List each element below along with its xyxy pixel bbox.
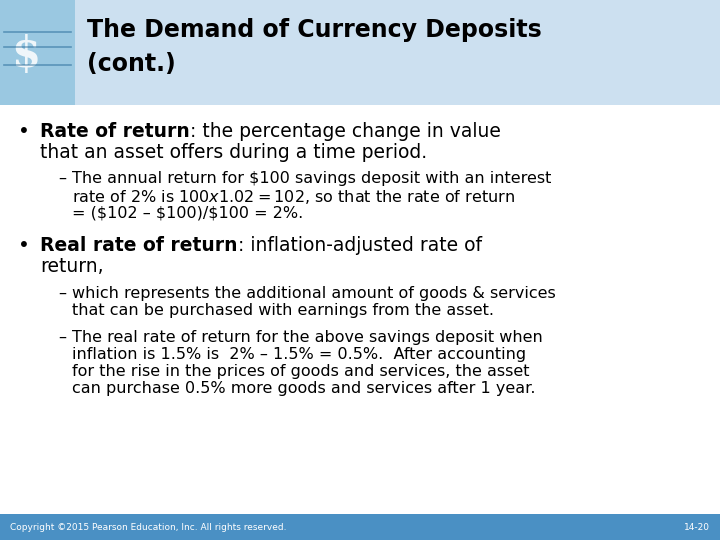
Text: that can be purchased with earnings from the asset.: that can be purchased with earnings from…: [72, 303, 494, 318]
Text: 14-20: 14-20: [684, 523, 710, 531]
Text: for the rise in the prices of goods and services, the asset: for the rise in the prices of goods and …: [72, 364, 529, 379]
Text: The real rate of return for the above savings deposit when: The real rate of return for the above sa…: [72, 330, 543, 345]
Text: –: –: [58, 286, 66, 301]
Text: return,: return,: [40, 257, 104, 276]
Text: –: –: [58, 171, 66, 186]
Text: (cont.): (cont.): [87, 52, 176, 76]
Text: –: –: [58, 330, 66, 345]
Text: $: $: [12, 33, 41, 76]
Text: The Demand of Currency Deposits: The Demand of Currency Deposits: [87, 18, 541, 42]
Text: rate of 2% is $100 x 1.02 = $102, so that the rate of return: rate of 2% is $100 x 1.02 = $102, so tha…: [72, 188, 515, 206]
Text: which represents the additional amount of goods & services: which represents the additional amount o…: [72, 286, 556, 301]
Text: that an asset offers during a time period.: that an asset offers during a time perio…: [40, 143, 427, 162]
Text: = ($102 – $100)/$100 = 2%.: = ($102 – $100)/$100 = 2%.: [72, 205, 303, 220]
Text: can purchase 0.5% more goods and services after 1 year.: can purchase 0.5% more goods and service…: [72, 381, 536, 396]
Text: Real rate of return: Real rate of return: [40, 236, 238, 255]
Text: inflation is 1.5% is  2% – 1.5% = 0.5%.  After accounting: inflation is 1.5% is 2% – 1.5% = 0.5%. A…: [72, 347, 526, 362]
Text: The annual return for $100 savings deposit with an interest: The annual return for $100 savings depos…: [72, 171, 552, 186]
Text: •: •: [18, 122, 30, 141]
Text: •: •: [18, 236, 30, 255]
Text: Copyright ©2015 Pearson Education, Inc. All rights reserved.: Copyright ©2015 Pearson Education, Inc. …: [10, 523, 287, 531]
Bar: [0, 514, 720, 540]
Text: Rate of return: Rate of return: [40, 122, 190, 141]
Text: : the percentage change in value: : the percentage change in value: [190, 122, 500, 141]
Bar: [0, 0, 75, 105]
Text: : inflation-adjusted rate of: : inflation-adjusted rate of: [238, 236, 482, 255]
Bar: [0, 0, 720, 105]
